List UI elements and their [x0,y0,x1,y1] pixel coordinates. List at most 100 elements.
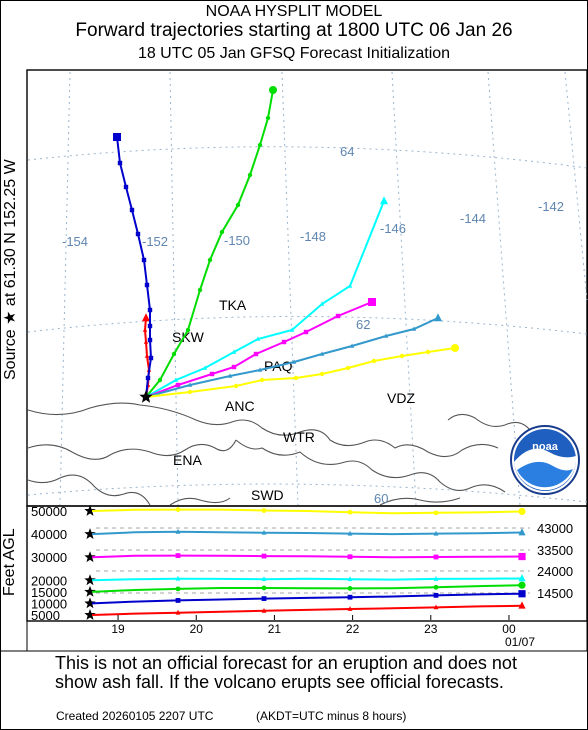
trajectory-marker [235,202,241,208]
height-marker [175,553,181,559]
trajectory-lines [113,86,459,403]
noaa-logo: noaa [510,425,580,495]
longitude-label: -146 [380,221,406,236]
trajectory-marker [129,207,135,213]
trajectory-end-marker [451,344,459,352]
height-marker [175,507,181,513]
trajectory-marker [347,283,353,288]
map-coastline [27,402,531,506]
trajectory-marker [425,349,431,355]
trajectory-marker [411,326,417,331]
height-panel-frame [26,505,588,622]
height-marker [347,530,353,536]
height-line [91,508,523,515]
height-marker [261,576,267,582]
trajectory-marker [147,337,153,343]
start-height-star-icon [84,505,96,516]
trajectory-marker [291,359,297,364]
height-marker [175,528,181,534]
trajectory-marker [257,142,263,148]
height-line [91,604,523,616]
height-marker [347,594,353,600]
trajectory-marker [157,377,163,383]
height-tick-label: 30000 [31,550,67,565]
height-series-line [91,590,526,605]
trajectory-end-marker [380,196,388,205]
longitude-line-2 [281,71,299,506]
height-marker [261,553,267,559]
trajectory-marker [257,367,263,372]
feet-agl-label: Feet AGL [1,528,18,596]
graticule-labels: -154 -152 -150 -148 -146 -144 -142 64 62 60 [62,144,564,506]
latitude-line-1 [27,316,588,335]
created-timestamp: Created 20260105 2207 UTC [56,709,214,723]
trajectory-marker [281,339,287,345]
trajectory-marker [231,364,237,370]
coastline-5 [379,497,461,506]
trajectory-marker [289,327,295,332]
trajectory-marker [247,172,253,178]
height-series [91,507,526,616]
longitude-line-5 [564,71,588,301]
time-tick-label: 20 [190,622,204,636]
height-series-line [91,574,526,582]
time-tick-label: 22 [346,622,360,636]
station-label: TKA [219,297,247,313]
trajectory-path [145,317,439,398]
trajectory-marker [175,382,181,388]
trajectory-marker [399,353,405,359]
trajectory-50000ft [145,344,459,398]
height-line [91,592,523,605]
trajectory-marker [345,365,351,371]
title-line-1: NOAA HYSPLIT MODEL [205,3,383,20]
height-marker [433,554,439,560]
longitude-line-0 [59,71,71,506]
trajectory-marker [231,349,237,354]
trajectory-path [145,89,274,398]
trajectory-end-marker [142,313,150,322]
trajectory-marker [209,371,215,377]
longitude-line-3 [391,71,417,506]
height-marker [261,529,267,535]
longitude-line-1 [169,71,179,506]
height-tick-label: 10000 [31,596,67,611]
trajectory-end-marker [434,313,442,322]
longitude-line-4 [487,71,521,506]
coastline-6 [447,413,531,431]
trajectory-marker [233,383,239,389]
station-label: ENA [173,452,202,468]
latitude-label: 60 [374,491,388,506]
trajectory-15000ft [145,86,277,398]
coastline-4 [169,497,231,506]
height-marker [433,510,439,516]
start-height-star-icon [84,574,96,586]
start-height-star-icon [84,597,96,609]
station-label: SKW [172,329,205,345]
height-marker [347,509,353,515]
height-marker [347,586,353,591]
trajectory-marker [187,389,193,395]
height-end-marker [518,574,526,582]
disclaimer-text: This is not an official forecast for an … [55,654,517,692]
height-marker [175,598,181,603]
longitude-label: -152 [142,234,168,249]
trajectory-marker [173,377,179,382]
source-location-label: Source ★ at 61.30 N 152.25 W [2,158,19,380]
height-series-line [91,528,526,536]
latitude-line-2 [27,483,588,503]
start-height-star-icon [84,551,96,563]
time-tick-label: 00 [502,622,516,636]
height-marker [261,596,267,601]
noaa-logo-lower-wave [517,461,573,488]
right-height-label: 33500 [537,543,573,558]
trajectory-marker [145,375,151,381]
trajectory-marker [303,329,309,335]
trajectory-end-marker [368,298,376,306]
longitude-label: -148 [300,229,326,244]
time-tick-label: 21 [268,622,282,636]
coastline-3 [27,474,151,506]
title-line-2: Forward trajectories starting at 1800 UT… [75,20,513,41]
date-sublabel: 01/07 [505,635,535,649]
